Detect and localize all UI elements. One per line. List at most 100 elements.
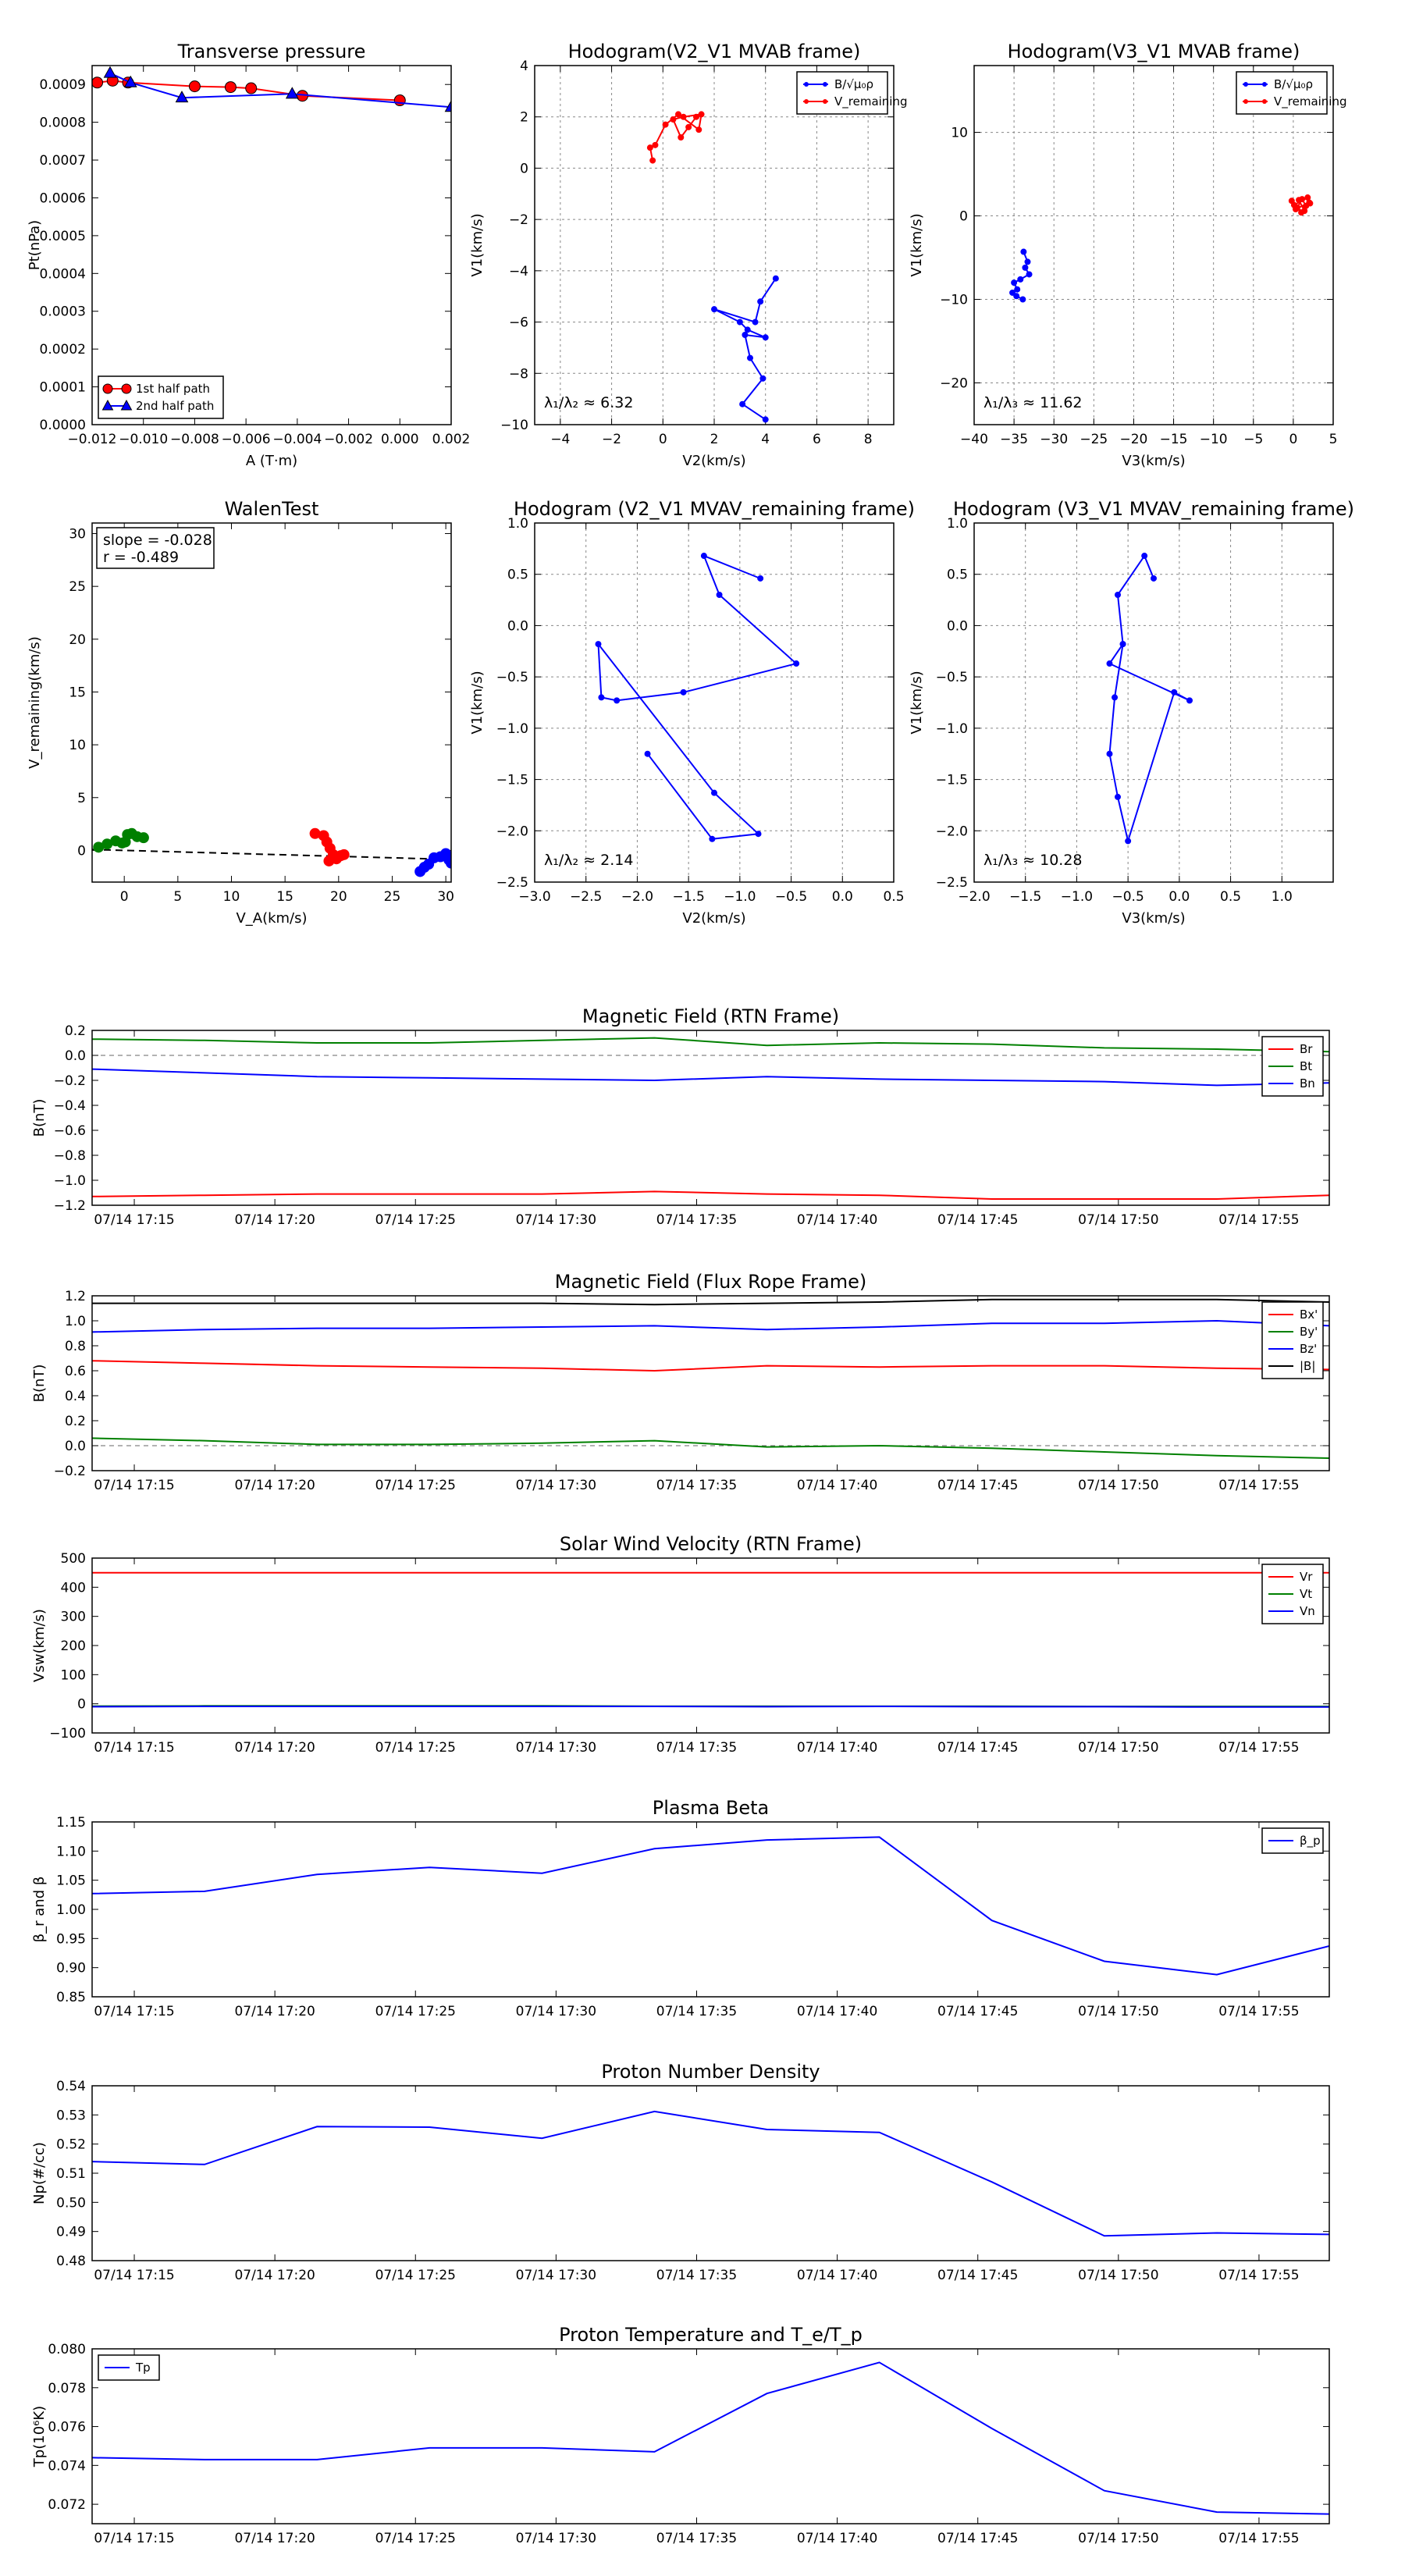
data-point <box>757 298 764 305</box>
chart-title: Plasma Beta <box>653 1797 769 1819</box>
x-tick-label: 2 <box>710 432 719 447</box>
x-tick-label: 0.5 <box>1220 889 1241 905</box>
plot-frame <box>91 2085 1330 2261</box>
y-tick-label: −2.5 <box>496 875 528 891</box>
x-tick-label: 07/14 17:45 <box>937 2268 1018 2283</box>
data-point <box>1013 293 1020 300</box>
y-tick-label: 2 <box>520 110 528 126</box>
y-tick-label: 5 <box>77 791 86 806</box>
series-line-3 <box>92 1298 1329 1306</box>
y-tick-label: 0.8 <box>65 1339 86 1354</box>
y-tick-label: 0.078 <box>48 2381 86 2396</box>
data-point <box>793 660 800 667</box>
legend-marker <box>120 399 133 411</box>
x-tick-label: 07/14 17:30 <box>516 1478 596 1493</box>
y-axis-label: B(nT) <box>31 1099 48 1137</box>
x-tick-label: 07/14 17:35 <box>656 1740 737 1756</box>
x-tick-label: −0.002 <box>324 432 373 447</box>
legend-marker <box>1262 99 1267 104</box>
x-tick-label: 07/14 17:25 <box>375 1740 456 1756</box>
y-tick-label: 0.0007 <box>40 153 86 169</box>
y-tick-label: 0 <box>959 209 968 225</box>
legend-label: Bt <box>1300 1059 1312 1073</box>
legend-marker <box>121 383 132 394</box>
data-point <box>175 91 189 103</box>
x-tick-label: 15 <box>276 889 293 905</box>
series-group <box>1009 194 1314 303</box>
y-tick-label: 0.48 <box>56 2254 86 2269</box>
x-tick-label: 07/14 17:35 <box>656 2004 737 2019</box>
data-point <box>744 326 751 333</box>
x-tick-label: 07/14 17:55 <box>1218 2004 1299 2019</box>
data-point <box>224 81 237 94</box>
annotation-text: r = -0.489 <box>103 549 179 566</box>
x-tick-label: −5 <box>1243 432 1263 447</box>
y-tick-label: −8 <box>509 366 528 382</box>
chart-beta: 07/14 17:15 07/14 17:20 07/14 17:25 07/14 1… <box>31 1797 1330 2019</box>
y-axis-label: V_remaining(km/s) <box>27 636 43 769</box>
x-tick-label: 07/14 17:55 <box>1218 1212 1299 1228</box>
y-tick-label: 0.0003 <box>40 304 86 320</box>
legend-marker <box>101 399 114 411</box>
series-group <box>1106 553 1193 845</box>
y-tick-label: 0.95 <box>56 1931 86 1947</box>
y-tick-label: 20 <box>69 632 86 648</box>
x-tick-label: 07/14 17:25 <box>375 2004 456 2019</box>
x-tick-label: −0.5 <box>1112 889 1144 905</box>
y-tick-label: 1.0 <box>65 1314 86 1329</box>
y-tick-label: 1.10 <box>56 1844 86 1859</box>
x-tick-label: 07/14 17:30 <box>516 1212 596 1228</box>
x-tick-label: 07/14 17:25 <box>375 2531 456 2546</box>
series-group <box>92 1571 1329 1708</box>
y-tick-label: 25 <box>69 579 86 595</box>
x-tick-label: −0.006 <box>222 432 271 447</box>
y-tick-label: −1.0 <box>496 721 528 737</box>
y-tick-label: 100 <box>61 1667 86 1683</box>
data-point <box>1307 200 1314 207</box>
x-tick-label: −15 <box>1160 432 1188 447</box>
legend-marker <box>804 82 809 87</box>
y-tick-label: 0.5 <box>507 568 528 583</box>
data-point <box>685 123 692 130</box>
data-point <box>1022 264 1029 271</box>
chart-np: 07/14 17:15 07/14 17:20 07/14 17:25 07/14 1… <box>31 2061 1330 2283</box>
x-tick-label: −35 <box>1000 432 1028 447</box>
annotation-text: λ₁/λ₃ ≈ 10.28 <box>984 852 1083 869</box>
x-tick-label: 07/14 17:40 <box>797 1212 877 1228</box>
chart-title: Hodogram (V2_V1 MVAV_remaining frame) <box>514 498 915 520</box>
y-tick-label: 10 <box>951 126 968 141</box>
chart-title: Hodogram(V2_V1 MVAB frame) <box>568 41 861 62</box>
x-tick-label: 07/14 17:50 <box>1078 2004 1158 2019</box>
data-point <box>1115 793 1121 800</box>
y-tick-label: 0.0 <box>947 618 968 634</box>
legend-marker <box>804 99 809 104</box>
plot-frame <box>91 522 452 883</box>
y-axis-label: V1(km/s) <box>909 671 925 734</box>
data-point <box>693 113 699 120</box>
y-tick-label: 0.0004 <box>40 266 86 282</box>
y-tick-label: 0 <box>520 161 528 176</box>
x-tick-label: −25 <box>1080 432 1108 447</box>
data-point <box>1171 688 1178 696</box>
x-tick-label: 07/14 17:20 <box>234 1478 315 1493</box>
plot-area <box>92 1030 1329 1205</box>
plot-frame <box>91 1557 1330 1734</box>
y-tick-label: 0.50 <box>56 2195 86 2211</box>
y-tick-label: −0.5 <box>496 670 528 685</box>
data-point <box>678 134 685 141</box>
data-point <box>695 126 702 133</box>
series-line-0 <box>597 554 799 840</box>
data-point <box>747 354 753 361</box>
data-point <box>1020 248 1027 255</box>
y-tick-label: 30 <box>69 527 86 543</box>
plot-frame <box>534 522 895 883</box>
data-point <box>646 144 653 151</box>
data-point <box>752 318 759 326</box>
x-tick-label: 07/14 17:25 <box>375 1478 456 1493</box>
x-tick-label: 07/14 17:40 <box>797 2531 877 2546</box>
annotation-text: λ₁/λ₂ ≈ 6.32 <box>544 394 633 411</box>
x-tick-label: 07/14 17:40 <box>797 2004 877 2019</box>
x-tick-label: 07/14 17:15 <box>94 1740 174 1756</box>
legend-marker <box>1243 99 1248 104</box>
x-tick-label: 0.000 <box>381 432 419 447</box>
